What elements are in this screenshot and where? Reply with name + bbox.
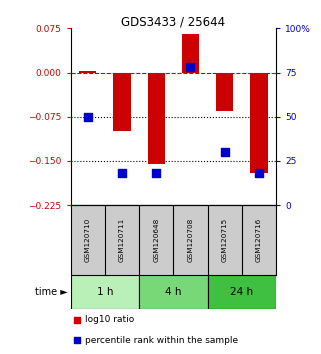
Text: 4 h: 4 h xyxy=(165,287,182,297)
Bar xyxy=(79,72,96,73)
Text: GSM120708: GSM120708 xyxy=(187,218,194,262)
Bar xyxy=(148,73,165,164)
Text: time ►: time ► xyxy=(35,287,67,297)
Point xyxy=(119,171,125,176)
Text: GSM120648: GSM120648 xyxy=(153,218,159,262)
Point xyxy=(188,64,193,70)
Text: GSM120710: GSM120710 xyxy=(85,218,91,262)
Text: GSM120711: GSM120711 xyxy=(119,218,125,262)
Text: GSM120716: GSM120716 xyxy=(256,218,262,262)
Bar xyxy=(139,275,208,309)
Bar xyxy=(250,73,267,173)
Text: log10 ratio: log10 ratio xyxy=(85,315,134,324)
Text: GSM120715: GSM120715 xyxy=(222,218,228,262)
Text: percentile rank within the sample: percentile rank within the sample xyxy=(85,336,238,345)
Bar xyxy=(216,73,233,111)
Point xyxy=(154,171,159,176)
Point xyxy=(85,114,90,120)
Title: GDS3433 / 25644: GDS3433 / 25644 xyxy=(121,15,225,28)
Bar xyxy=(71,275,139,309)
Point xyxy=(222,149,227,155)
Bar xyxy=(113,73,131,131)
Point xyxy=(256,171,262,176)
Bar xyxy=(182,34,199,73)
Bar xyxy=(208,275,276,309)
Text: 1 h: 1 h xyxy=(97,287,113,297)
Point xyxy=(227,234,232,239)
Point xyxy=(227,47,232,53)
Text: 24 h: 24 h xyxy=(230,287,253,297)
